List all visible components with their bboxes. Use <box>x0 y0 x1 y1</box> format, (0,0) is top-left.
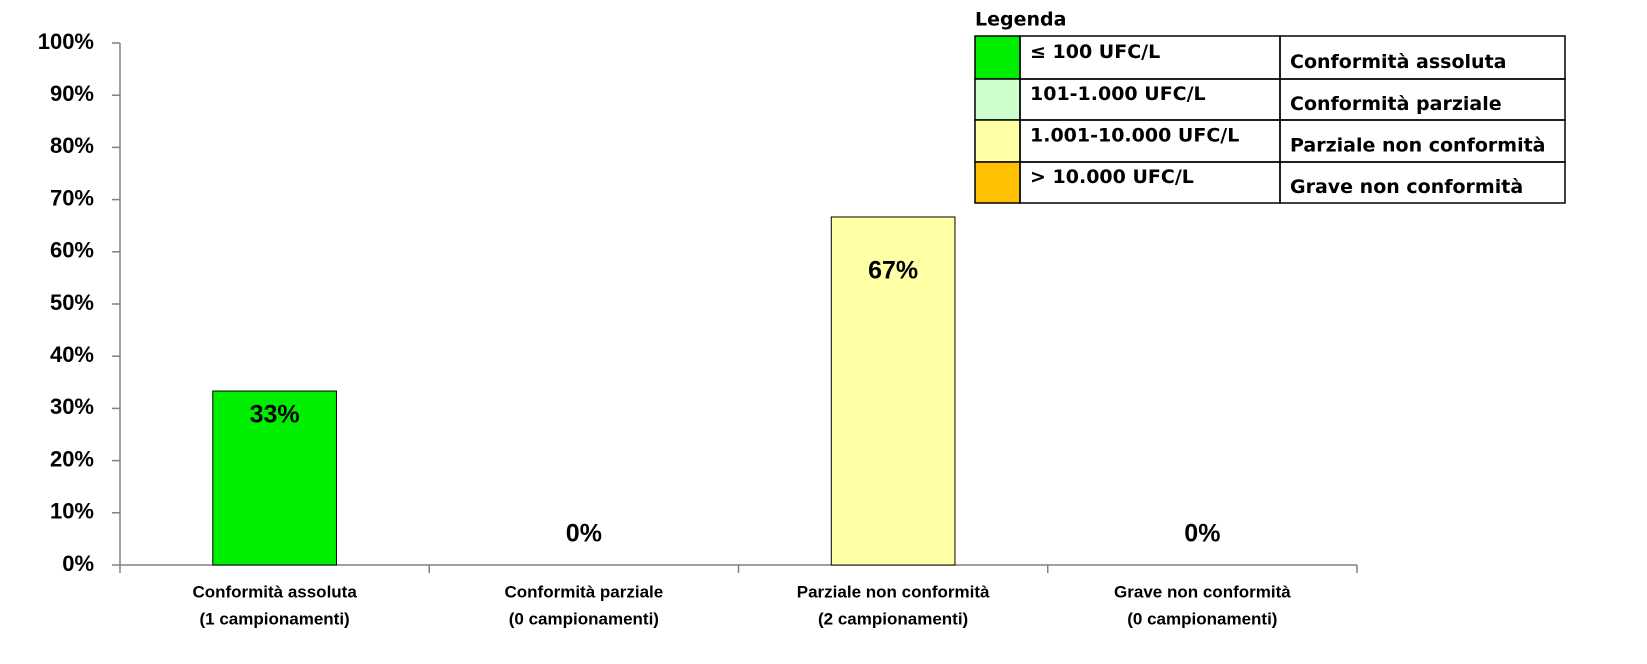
legend-swatch <box>974 35 1021 80</box>
legend-range: 101-1.000 UFC/L <box>1030 83 1206 105</box>
legend-range: 1.001-10.000 UFC/L <box>1030 125 1239 147</box>
x-tick-label: (1 campionamenti) <box>200 609 350 628</box>
legend-swatch <box>974 78 1021 121</box>
legend-title: Legenda <box>975 9 1066 31</box>
legend-swatch <box>974 161 1021 204</box>
y-tick-label: 30% <box>50 394 94 419</box>
value-label: 0% <box>1184 520 1220 548</box>
legend-range: ≤ 100 UFC/L <box>1030 41 1160 63</box>
x-tick-label: (2 campionamenti) <box>818 609 968 628</box>
legend-label: Conformità assoluta <box>1290 51 1506 73</box>
legend-swatch <box>974 119 1021 163</box>
x-tick-label: Parziale non conformità <box>797 582 990 601</box>
value-label: 67% <box>868 257 918 285</box>
bar <box>212 390 337 566</box>
x-tick-label: Conformità assoluta <box>192 582 357 601</box>
y-tick-label: 80% <box>50 133 94 158</box>
y-tick-label: 90% <box>50 81 94 106</box>
value-label: 0% <box>566 520 602 548</box>
y-tick-label: 60% <box>50 238 94 263</box>
x-tick-label: (0 campionamenti) <box>1127 609 1277 628</box>
legend-label: Conformità parziale <box>1290 93 1502 115</box>
y-tick-label: 40% <box>50 342 94 367</box>
y-tick-label: 100% <box>38 29 94 54</box>
x-tick-label: Grave non conformità <box>1114 582 1291 601</box>
legend-range: > 10.000 UFC/L <box>1030 166 1194 188</box>
y-tick-label: 20% <box>50 446 94 471</box>
y-tick-label: 70% <box>50 185 94 210</box>
bar <box>830 216 956 566</box>
legend-label: Parziale non conformità <box>1290 135 1545 157</box>
x-tick-label: Conformità parziale <box>505 582 664 601</box>
legend-label: Grave non conformità <box>1290 176 1523 198</box>
x-tick-label: (0 campionamenti) <box>509 609 659 628</box>
y-tick-label: 10% <box>50 499 94 524</box>
legend-cell <box>1279 161 1566 204</box>
value-label: 33% <box>250 401 300 429</box>
y-tick-label: 50% <box>50 290 94 315</box>
y-tick-label: 0% <box>62 551 94 576</box>
